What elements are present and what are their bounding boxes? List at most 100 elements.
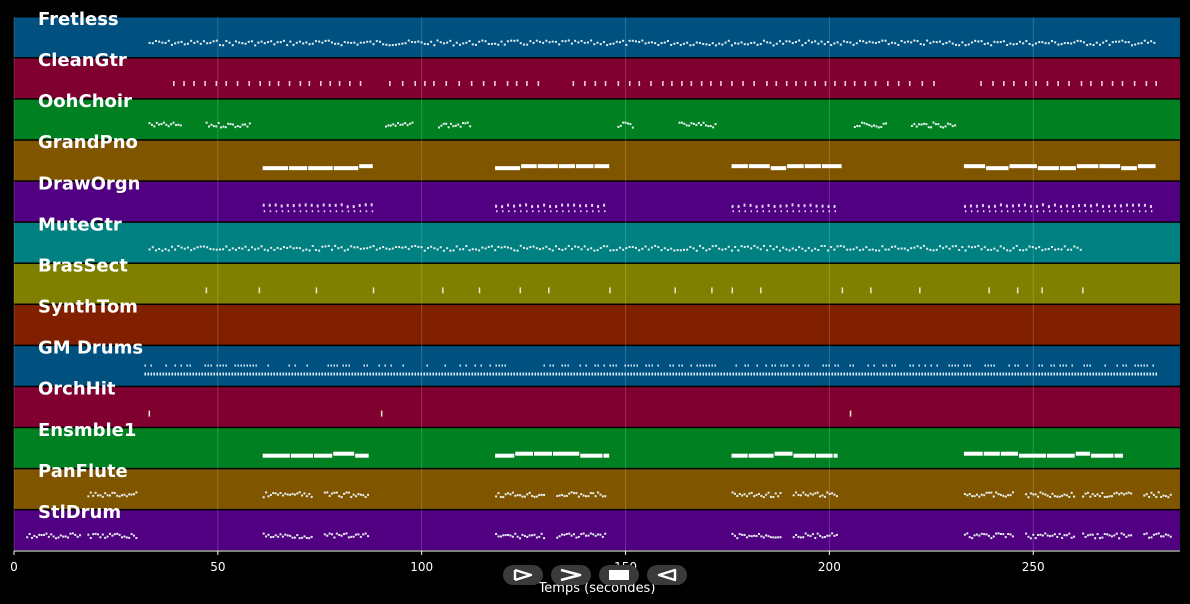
note-mark bbox=[873, 372, 876, 376]
note-mark bbox=[849, 372, 852, 376]
note-mark bbox=[1089, 204, 1092, 208]
note-mark bbox=[657, 43, 660, 46]
note-mark bbox=[785, 248, 788, 251]
note-mark bbox=[783, 372, 786, 376]
note-mark bbox=[951, 42, 954, 45]
note-mark bbox=[1114, 210, 1117, 213]
note-mark bbox=[343, 41, 346, 44]
note-mark bbox=[1050, 364, 1052, 367]
note-mark bbox=[814, 536, 817, 539]
note-mark bbox=[120, 494, 123, 497]
note-mark bbox=[165, 372, 168, 376]
note-mark bbox=[878, 41, 881, 44]
note-mark bbox=[519, 537, 522, 540]
stop-button[interactable] bbox=[599, 565, 639, 585]
note-mark bbox=[935, 248, 938, 251]
note-mark bbox=[371, 210, 374, 213]
note-mark bbox=[390, 372, 393, 376]
note-mark bbox=[774, 364, 776, 367]
note-mark bbox=[1032, 493, 1035, 496]
note-mark bbox=[533, 533, 536, 536]
note-mark bbox=[673, 42, 676, 45]
note-mark bbox=[1063, 42, 1066, 45]
note-mark bbox=[1101, 204, 1104, 208]
note-mark bbox=[761, 204, 764, 208]
note-mark bbox=[326, 491, 329, 494]
note-mark bbox=[356, 246, 359, 249]
note-mark bbox=[1155, 533, 1158, 536]
note-mark bbox=[305, 495, 308, 498]
note-mark bbox=[738, 493, 741, 496]
note-mark bbox=[426, 372, 429, 376]
note-mark bbox=[323, 491, 326, 494]
play-button[interactable] bbox=[503, 565, 543, 585]
note-mark bbox=[435, 372, 438, 376]
note-mark bbox=[549, 372, 552, 376]
note-mark bbox=[741, 372, 744, 376]
note-mark bbox=[795, 81, 797, 87]
note-mark bbox=[1025, 40, 1028, 43]
note-mark bbox=[385, 125, 387, 128]
note-mark bbox=[526, 43, 529, 46]
note-mark bbox=[259, 81, 261, 87]
note-mark bbox=[615, 364, 617, 367]
note-mark bbox=[1099, 164, 1121, 169]
note-mark bbox=[519, 287, 522, 294]
note-mark bbox=[604, 532, 607, 535]
note-mark bbox=[973, 534, 976, 537]
note-mark bbox=[1119, 204, 1122, 208]
note-mark bbox=[603, 364, 605, 367]
note-mark bbox=[686, 41, 689, 44]
note-mark bbox=[583, 41, 586, 44]
note-mark bbox=[597, 491, 600, 494]
note-mark bbox=[1008, 372, 1011, 376]
note-mark bbox=[1146, 372, 1149, 376]
note-mark bbox=[495, 372, 498, 376]
note-mark bbox=[1148, 495, 1151, 498]
note-mark bbox=[814, 492, 817, 495]
note-mark bbox=[650, 41, 653, 44]
note-mark bbox=[597, 205, 600, 209]
note-mark bbox=[951, 245, 954, 248]
note-mark bbox=[202, 40, 205, 43]
forward-button[interactable] bbox=[551, 565, 591, 585]
note-mark bbox=[1041, 41, 1044, 44]
note-mark bbox=[1006, 44, 1009, 47]
note-mark bbox=[263, 248, 266, 251]
note-mark bbox=[1050, 40, 1053, 43]
note-mark bbox=[306, 364, 308, 367]
note-mark bbox=[906, 40, 909, 43]
note-mark bbox=[906, 372, 909, 376]
note-mark bbox=[1114, 40, 1117, 43]
note-mark bbox=[503, 43, 506, 46]
note-mark bbox=[281, 494, 284, 497]
note-mark bbox=[281, 535, 284, 538]
note-mark bbox=[810, 210, 813, 213]
note-mark bbox=[687, 372, 690, 376]
note-mark bbox=[411, 121, 414, 124]
note-mark bbox=[1127, 41, 1130, 44]
note-mark bbox=[546, 372, 549, 376]
note-mark bbox=[167, 249, 170, 252]
note-mark bbox=[195, 372, 198, 376]
note-mark bbox=[601, 495, 604, 498]
note-mark bbox=[209, 41, 212, 44]
note-mark bbox=[543, 203, 546, 207]
note-mark bbox=[720, 81, 722, 87]
note-mark bbox=[359, 164, 373, 169]
note-mark bbox=[532, 41, 535, 44]
note-mark bbox=[561, 493, 564, 496]
note-mark bbox=[468, 372, 471, 376]
note-mark bbox=[676, 41, 679, 44]
track-name-label: Fretless bbox=[38, 9, 119, 30]
note-mark bbox=[1155, 372, 1158, 376]
track-lanes bbox=[14, 17, 1180, 550]
rewind-button[interactable] bbox=[647, 565, 687, 585]
note-mark bbox=[1140, 364, 1142, 367]
note-mark bbox=[788, 249, 791, 252]
note-mark bbox=[897, 81, 900, 87]
note-mark bbox=[798, 364, 800, 367]
note-mark bbox=[263, 42, 266, 45]
note-mark bbox=[908, 81, 911, 87]
note-mark bbox=[903, 247, 906, 250]
